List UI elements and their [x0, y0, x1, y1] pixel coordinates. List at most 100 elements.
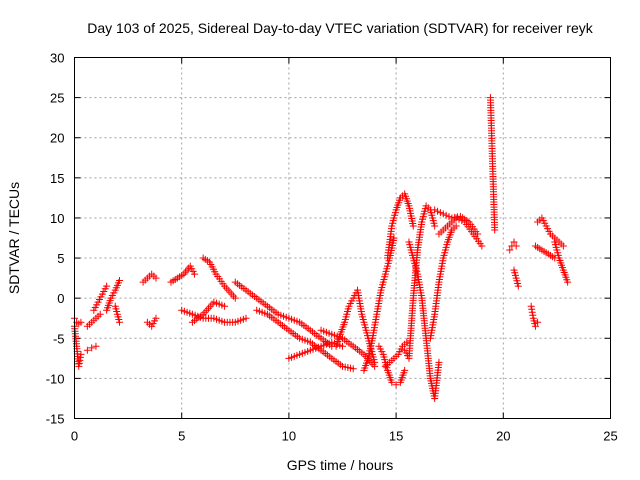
series-arc-05: [90, 282, 111, 314]
data-point: [349, 365, 357, 373]
data-point: [83, 346, 91, 354]
axis-ticks: -15 -10 -5 0 5 10 15 20 25 30 0 5 10 15 20 25: [46, 51, 618, 444]
data-point: [529, 311, 537, 319]
data-point: [409, 222, 417, 230]
data-point: [439, 210, 447, 218]
y-tick-label: -15: [46, 412, 65, 427]
series-arc-23: [401, 202, 439, 362]
y-tick-label: 30: [50, 51, 64, 66]
data-point: [512, 242, 520, 250]
data-point: [392, 381, 400, 389]
data-point: [339, 342, 346, 350]
series-arc-29: [506, 238, 520, 254]
data-point: [76, 356, 84, 364]
series-arc-02: [71, 314, 85, 328]
data-point: [514, 282, 522, 290]
data-point: [96, 310, 104, 318]
y-tick-label: -10: [46, 371, 65, 386]
data-point: [442, 211, 450, 219]
data-point: [242, 314, 250, 322]
y-tick-label: 25: [50, 91, 64, 106]
data-point: [559, 242, 567, 250]
data-points: [71, 94, 572, 402]
data-point: [436, 209, 444, 217]
data-point: [452, 222, 460, 230]
data-point: [76, 353, 84, 361]
series-arc-16: [285, 338, 346, 362]
x-tick-label: 25: [603, 429, 617, 444]
data-point: [221, 302, 229, 310]
series-arc-28: [486, 94, 499, 234]
data-point: [527, 302, 535, 310]
data-point: [434, 207, 442, 215]
series-arc-31: [527, 302, 542, 330]
series-arc-13: [188, 298, 229, 326]
series-arc-09: [143, 314, 160, 330]
data-point: [531, 322, 539, 330]
y-tick-label: 20: [50, 131, 64, 146]
data-point: [534, 318, 542, 326]
y-axis-label: SDTVAR / TECUs: [6, 182, 22, 294]
data-point: [152, 314, 160, 322]
series-arc-10: [167, 262, 199, 286]
data-point: [452, 214, 460, 222]
data-point: [431, 206, 439, 214]
series-arc-27: [435, 214, 486, 250]
data-point: [92, 342, 100, 350]
data-point: [77, 350, 85, 358]
y-tick-label: 15: [50, 171, 64, 186]
series-arc-24: [405, 238, 443, 402]
series-arc-21: [375, 342, 409, 389]
data-point: [431, 222, 439, 230]
y-tick-label: 0: [57, 291, 64, 306]
x-tick-label: 0: [71, 429, 78, 444]
series-arc-20: [381, 338, 411, 370]
series-arc-19: [360, 234, 398, 374]
series-arc-03: [83, 310, 104, 330]
series-arc-08: [139, 270, 160, 286]
data-point: [528, 308, 536, 316]
data-point: [75, 362, 83, 370]
y-tick-label: 5: [57, 251, 64, 266]
data-point: [564, 278, 572, 286]
series-arc-30: [510, 266, 522, 290]
x-tick-label: 15: [389, 429, 403, 444]
series-arc-25: [426, 222, 460, 342]
data-point: [152, 274, 160, 282]
data-point: [510, 238, 518, 246]
series-arc-06: [103, 277, 124, 314]
data-point: [435, 358, 443, 366]
x-tick-label: 20: [496, 429, 510, 444]
series-arc-34: [551, 238, 572, 286]
series-arc-15: [253, 306, 357, 373]
series-arc-11: [199, 254, 239, 302]
data-point: [506, 246, 514, 254]
data-point: [103, 282, 111, 290]
x-tick-label: 5: [178, 429, 185, 444]
data-point: [445, 213, 453, 221]
data-point: [75, 359, 83, 367]
data-point: [116, 318, 124, 326]
data-point: [191, 270, 199, 278]
series-arc-22: [384, 190, 417, 262]
data-point: [491, 226, 499, 234]
data-point: [371, 358, 379, 366]
data-point: [403, 338, 411, 346]
y-tick-label: -5: [53, 331, 65, 346]
data-point: [401, 366, 409, 374]
series-arc-32: [534, 214, 567, 250]
x-tick-label: 10: [282, 429, 296, 444]
data-point: [458, 217, 466, 225]
series-arc-14: [231, 278, 336, 350]
data-point: [390, 234, 398, 242]
data-point: [478, 242, 486, 250]
series-arc-33: [531, 242, 559, 262]
plot-frame: [74, 57, 611, 419]
series-arc-12: [178, 306, 250, 326]
data-point: [388, 378, 396, 386]
chart-title: Day 103 of 2025, Sidereal Day-to-day VTE…: [87, 20, 593, 36]
data-point: [88, 344, 96, 352]
data-point: [77, 318, 85, 326]
data-point: [231, 294, 239, 302]
